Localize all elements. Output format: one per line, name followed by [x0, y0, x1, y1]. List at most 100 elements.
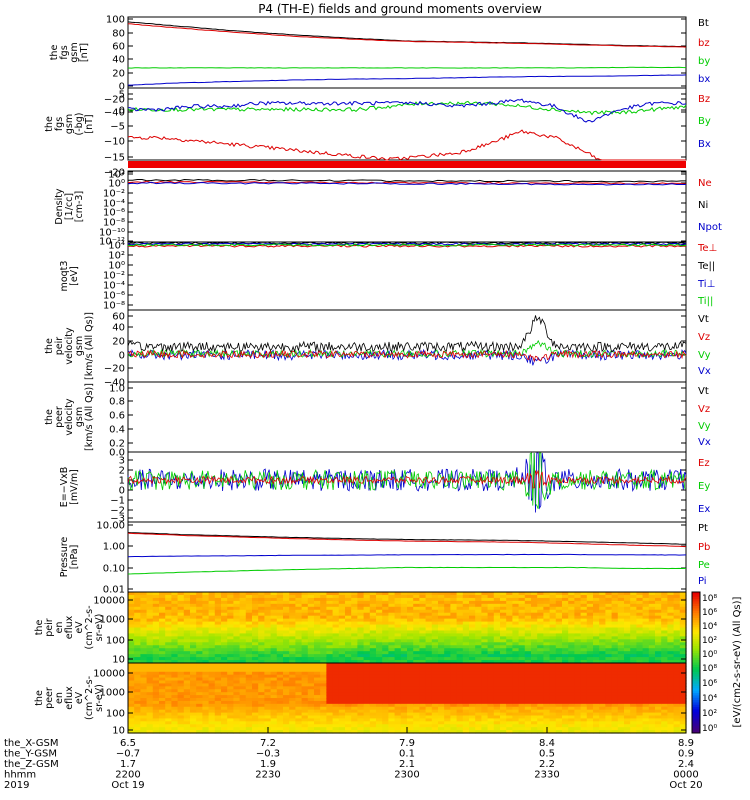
spectrogram-cell: [574, 615, 582, 620]
spectrogram-cell: [512, 633, 520, 637]
spectrogram-cell: [518, 727, 526, 731]
spectrogram-cell: [283, 600, 290, 605]
spectrogram-cell: [171, 718, 179, 722]
spectrogram-cell: [320, 624, 327, 629]
spectrogram-cell: [599, 645, 606, 649]
spectrogram-cell: [196, 665, 203, 670]
spectrogram-cell: [382, 706, 389, 711]
spectrogram-cell: [128, 618, 135, 623]
spectrogram-cell: [518, 633, 526, 637]
spectrogram-cell: [146, 715, 154, 720]
spectrogram-cell: [531, 686, 538, 690]
spectrogram-cell: [661, 615, 668, 620]
spectrogram-cell: [555, 671, 563, 676]
legend-entry: bx: [698, 74, 710, 85]
spectrogram-cell: [655, 597, 662, 602]
spectrogram-cell: [264, 603, 272, 608]
spectrogram-cell: [233, 633, 241, 637]
spectrogram-cell: [332, 715, 340, 720]
spectrogram-cell: [326, 600, 334, 605]
spectrogram-cell: [146, 624, 154, 629]
spectrogram-cell: [648, 715, 656, 720]
spectrogram-cell: [586, 609, 594, 614]
spectrogram-cell: [555, 645, 563, 649]
spectrogram-cell: [661, 680, 668, 685]
spectrogram-cell: [270, 665, 278, 670]
spectrogram-cell: [438, 703, 445, 708]
spectrogram-cell: [425, 712, 433, 717]
spectrogram-cell: [363, 683, 371, 687]
spectrogram-cell: [276, 698, 284, 702]
spectrogram-cell: [326, 692, 334, 696]
spectrogram-cell: [332, 609, 340, 614]
spectrogram-cell: [624, 627, 631, 632]
spectrogram-cell: [524, 724, 532, 728]
spectrogram-cell: [283, 724, 290, 728]
spectrogram-cell: [332, 654, 340, 658]
y-tick-label: 20: [112, 69, 125, 80]
spectrogram-cell: [431, 654, 439, 658]
spectrogram-cell: [332, 721, 340, 725]
spectrogram-cell: [438, 594, 445, 599]
spectrogram-cell: [134, 597, 141, 602]
spectrogram-cell: [208, 689, 216, 693]
spectrogram-cell: [369, 727, 377, 731]
spectrogram-cell: [301, 657, 309, 661]
spectrogram-cell: [456, 689, 464, 693]
colorbar-cell: [692, 671, 700, 675]
spectrogram-cell: [252, 706, 259, 711]
spectrogram-cell: [214, 703, 222, 708]
spectrogram-cell: [258, 683, 265, 687]
spectrogram-cell: [531, 671, 538, 676]
spectrogram-cell: [450, 671, 458, 676]
spectrogram-cell: [196, 703, 203, 708]
spectrogram-cell: [394, 671, 402, 676]
spectrogram-cell: [276, 686, 284, 690]
colorbar-tick-label: 10²: [702, 709, 717, 719]
spectrogram-cell: [239, 615, 247, 620]
spectrogram-cell: [283, 727, 290, 731]
spectrogram-cell: [438, 718, 445, 722]
spectrogram-cell: [531, 692, 538, 696]
spectrogram-cell: [388, 618, 396, 623]
spectrogram-cell: [611, 695, 619, 699]
spectrogram-cell: [165, 612, 172, 617]
y-tick-label: 10²: [108, 170, 125, 181]
spectrogram-cell: [481, 618, 489, 623]
y-tick-label: 100: [106, 15, 125, 26]
spectrogram-cell: [295, 665, 303, 670]
spectrogram-cell: [208, 621, 216, 626]
spectrogram-cell: [537, 648, 544, 652]
spectrogram-cell: [382, 597, 389, 602]
spectrogram-cell: [438, 692, 445, 696]
spectrogram-cell: [487, 624, 495, 629]
spectrogram-cell: [202, 592, 210, 596]
spectrogram-cell: [301, 621, 309, 626]
spectrogram-cell: [456, 665, 464, 670]
spectrogram-cell: [450, 683, 458, 687]
spectrogram-cell: [159, 633, 166, 637]
spectrogram-cell: [655, 657, 662, 661]
spectrogram-cell: [648, 712, 656, 717]
spectrogram-cell: [493, 706, 501, 711]
spectrogram-cell: [227, 692, 234, 696]
spectrogram-cell: [320, 633, 327, 637]
spectrogram-cell: [444, 674, 451, 679]
spectrogram-cell: [506, 668, 513, 673]
spectrogram-cell: [431, 642, 439, 646]
spectrogram-cell: [394, 642, 402, 646]
spectrogram-cell: [593, 698, 600, 702]
spectrogram-cell: [630, 600, 637, 605]
spectrogram-cell: [450, 724, 458, 728]
spectrogram-cell: [506, 695, 513, 699]
spectrogram-cell: [524, 683, 532, 687]
spectrogram-cell: [369, 594, 377, 599]
spectrogram-cell: [475, 615, 482, 620]
spectrogram-cell: [431, 597, 439, 602]
colorbar-cell: [692, 730, 700, 734]
spectrogram-cell: [462, 642, 470, 646]
spectrogram-cell: [152, 683, 160, 687]
spectrogram-cell: [481, 712, 489, 717]
spectrogram-cell: [481, 609, 489, 614]
spectrogram-cell: [506, 718, 513, 722]
